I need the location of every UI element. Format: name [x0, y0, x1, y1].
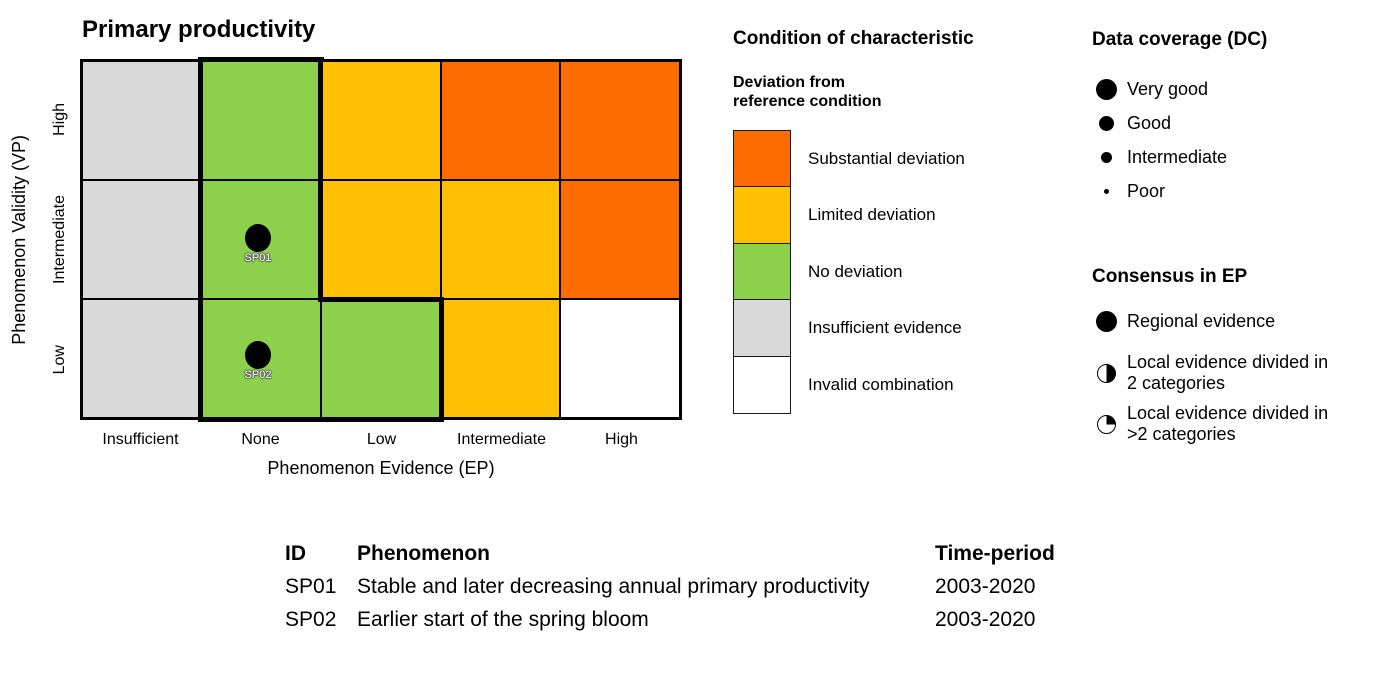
table-row-sp01-phenomenon: Stable and later decreasing annual prima… — [357, 575, 870, 598]
matrix-cell-r0c0 — [82, 61, 202, 180]
table-row-sp02-period: 2003-2020 — [935, 608, 1036, 631]
dc-item-poor: Poor — [1092, 174, 1227, 208]
marker-sp02-dot — [245, 341, 271, 369]
matrix-cell-r2c2 — [321, 299, 441, 418]
chart-title: Primary productivity — [82, 16, 316, 43]
marker-sp01-dot — [245, 224, 271, 252]
invalid-combination-swatch — [733, 355, 791, 414]
y-axis-title: Phenomenon Validity (VP) — [6, 59, 32, 420]
highlight-outline-left — [198, 57, 203, 422]
limited-deviation-swatch — [733, 186, 791, 244]
data-coverage-legend-items: Very good Good Intermediate Poor — [1092, 72, 1227, 208]
matrix-cell-r0c3 — [440, 61, 561, 180]
matrix-cell-r0c2 — [321, 61, 441, 180]
consensus-item-more-categories: Local evidence divided in >2 categories — [1092, 403, 1342, 445]
legend-item-substantial: Substantial deviation — [733, 129, 965, 188]
table-row-sp01-period: 2003-2020 — [935, 575, 1036, 598]
full-circle-icon — [1095, 311, 1117, 332]
highlight-outline-right-upper — [318, 57, 323, 302]
table-row-sp02-phenomenon: Earlier start of the spring bloom — [357, 608, 649, 631]
matrix-cell-r0c4 — [560, 61, 680, 180]
no-deviation-swatch — [733, 242, 791, 301]
table-header-phenomenon: Phenomenon — [357, 542, 491, 565]
consensus-item-2-categories: Local evidence divided in 2 categories — [1092, 352, 1342, 394]
data-coverage-legend-title: Data coverage (DC) — [1092, 29, 1268, 50]
x-tick-high: High — [605, 431, 638, 448]
dc-item-very-good: Very good — [1092, 72, 1227, 106]
highlight-outline-top — [198, 57, 324, 62]
substantial-deviation-swatch — [733, 129, 791, 188]
matrix-cell-r1c4 — [560, 180, 680, 299]
marker-sp02-label: SP02 — [244, 369, 272, 381]
highlight-outline-right-lower — [439, 297, 444, 422]
legend-item-no-deviation: No deviation — [733, 242, 965, 301]
x-axis-title: Phenomenon Evidence (EP) — [267, 458, 495, 478]
highlight-outline-bottom — [198, 417, 444, 422]
x-tick-none: None — [241, 431, 280, 448]
matrix-cell-r1c0 — [82, 180, 202, 299]
half-circle-icon — [1096, 363, 1116, 383]
table-header-time-period: Time-period — [935, 542, 1055, 565]
dc-item-intermediate: Intermediate — [1092, 140, 1227, 174]
legend-item-invalid: Invalid combination — [733, 355, 965, 414]
good-dot-icon — [1098, 115, 1114, 131]
legend-item-insufficient: Insufficient evidence — [733, 299, 965, 357]
consensus-legend-title: Consensus in EP — [1092, 266, 1248, 287]
legend-item-limited: Limited deviation — [733, 186, 965, 244]
y-tick-intermediate: Intermediate — [51, 194, 68, 284]
dc-item-good: Good — [1092, 106, 1227, 140]
intermediate-dot-icon — [1100, 151, 1112, 163]
x-tick-low: Low — [366, 431, 397, 448]
y-tick-low: Low — [51, 345, 68, 375]
table-row-sp01-id: SP01 — [285, 575, 337, 598]
x-tick-intermediate: Intermediate — [457, 431, 546, 448]
table-row-sp02-id: SP02 — [285, 608, 337, 631]
condition-legend-items: Substantial deviation Limited deviation … — [733, 129, 965, 414]
consensus-item-regional: Regional evidence — [1092, 311, 1342, 332]
matrix-grid — [80, 59, 682, 420]
marker-sp01-label: SP01 — [244, 252, 272, 264]
matrix-cell-r2c4 — [560, 299, 680, 418]
matrix-cell-r2c0 — [82, 299, 202, 418]
matrix-cell-r1c3 — [440, 180, 561, 299]
phenomenon-table: ID Phenomenon Time-period SP01 Stable an… — [285, 537, 1095, 636]
quarter-circle-icon — [1096, 414, 1116, 434]
consensus-legend-items: Regional evidence Local evidence divided… — [1092, 311, 1342, 454]
matrix-cell-r2c3 — [440, 299, 561, 418]
matrix-cell-r1c2 — [321, 180, 441, 299]
condition-legend-subtitle: Deviation from reference condition — [733, 74, 882, 110]
condition-legend-title: Condition of characteristic — [733, 28, 974, 49]
y-tick-high: High — [51, 102, 68, 136]
matrix-cell-r0c1 — [201, 61, 322, 180]
insufficient-evidence-swatch — [733, 299, 791, 357]
highlight-outline-step — [318, 297, 444, 302]
y-axis-title-text: Phenomenon Validity (VP) — [8, 134, 29, 345]
table-header-id: ID — [285, 542, 306, 565]
very-good-dot-icon — [1095, 78, 1117, 100]
poor-dot-icon — [1103, 188, 1109, 194]
x-tick-insufficient: Insufficient — [102, 431, 179, 448]
